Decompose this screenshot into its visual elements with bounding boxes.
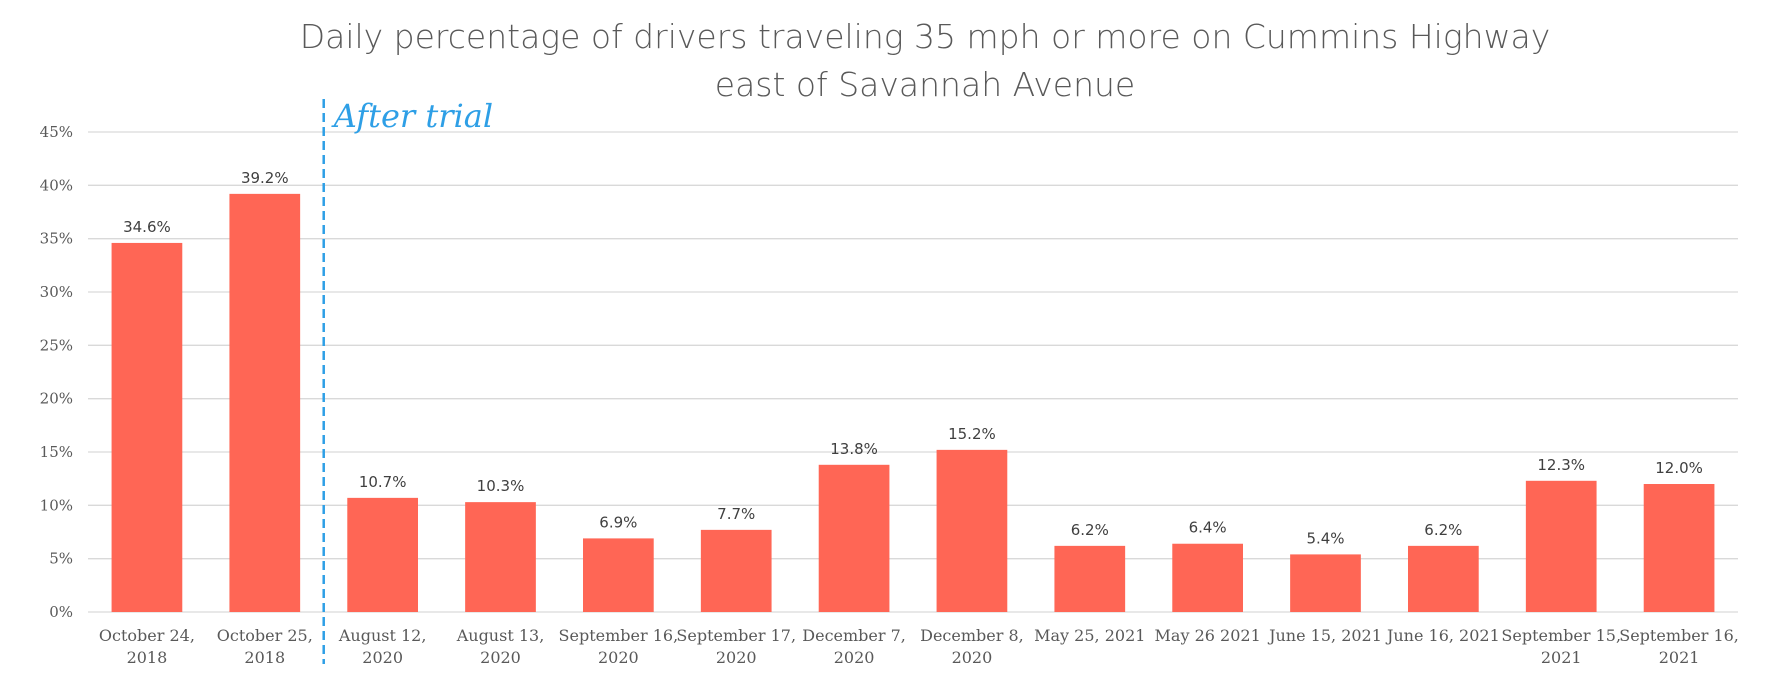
data-label: 6.9%	[599, 513, 637, 531]
x-category-label: September 17, 2020	[676, 626, 796, 667]
data-labels: 34.6% 39.2% 10.7% 10.3% 6.9% 7.7% 13.8% 15.2% 6.…	[123, 169, 1703, 548]
data-label: 10.3%	[477, 477, 525, 495]
y-tick-label: 35%	[40, 230, 73, 248]
bar	[1525, 480, 1597, 612]
x-category-label: June 15, 2021	[1267, 626, 1382, 645]
x-category-label: September 16, 2021	[1619, 626, 1739, 667]
data-label: 13.8%	[830, 440, 878, 458]
x-category-label: September 16, 2020	[559, 626, 679, 667]
x-category-label: October 25, 2018	[217, 626, 313, 667]
data-label: 34.6%	[123, 218, 171, 236]
chart-title-line-1: Daily percentage of drivers traveling 35…	[300, 17, 1551, 56]
y-tick-label: 15%	[40, 443, 73, 461]
x-category-label: September 15, 2021	[1501, 626, 1621, 667]
y-axis-ticks: 0% 5% 10% 15% 20% 25% 30% 35% 40% 45%	[40, 123, 73, 621]
after-trial-label: After trial	[331, 97, 493, 135]
x-category-label: June 16, 2021	[1385, 626, 1500, 645]
bar	[936, 449, 1008, 612]
gridlines	[88, 131, 1738, 613]
y-tick-label: 0%	[49, 603, 73, 621]
data-label: 12.3%	[1537, 456, 1585, 474]
data-label: 15.2%	[948, 425, 996, 443]
y-tick-label: 25%	[40, 336, 73, 354]
bars	[111, 193, 1715, 612]
data-label: 39.2%	[241, 169, 289, 187]
x-category-label: August 12, 2020	[338, 626, 427, 667]
bar	[583, 538, 654, 612]
x-axis-categories: October 24, 2018 October 25, 2018 August 12,…	[99, 626, 1739, 667]
data-label: 6.2%	[1071, 521, 1109, 539]
bar	[1172, 543, 1243, 612]
bar	[111, 242, 183, 612]
data-label: 6.4%	[1189, 519, 1227, 537]
bar	[1290, 554, 1361, 612]
x-category-label: December 8, 2020	[920, 626, 1024, 667]
x-category-label: May 25, 2021	[1034, 626, 1145, 645]
x-category-label: December 7, 2020	[802, 626, 906, 667]
y-tick-label: 30%	[40, 283, 73, 301]
bar	[818, 464, 890, 612]
x-category-label: August 13, 2020	[456, 626, 545, 667]
x-category-label: May 26 2021	[1155, 626, 1261, 645]
bar	[465, 502, 536, 612]
bar	[229, 193, 301, 612]
data-label: 5.4%	[1306, 529, 1344, 547]
bar	[1408, 545, 1479, 612]
y-tick-label: 10%	[40, 496, 73, 514]
chart-title-line-2: east of Savannah Avenue	[715, 65, 1135, 104]
y-tick-label: 45%	[40, 123, 73, 141]
bar	[700, 529, 772, 612]
data-label: 7.7%	[717, 505, 755, 523]
x-category-label: October 24, 2018	[99, 626, 195, 667]
data-label: 6.2%	[1424, 521, 1462, 539]
data-label: 10.7%	[359, 473, 407, 491]
bar	[1643, 484, 1715, 612]
y-tick-label: 40%	[40, 176, 73, 194]
bar	[1054, 545, 1126, 612]
data-label: 12.0%	[1655, 459, 1703, 477]
y-tick-label: 5%	[49, 550, 73, 568]
y-tick-label: 20%	[40, 390, 73, 408]
bar	[347, 497, 418, 612]
annotation-after-trial: After trial	[322, 97, 493, 664]
